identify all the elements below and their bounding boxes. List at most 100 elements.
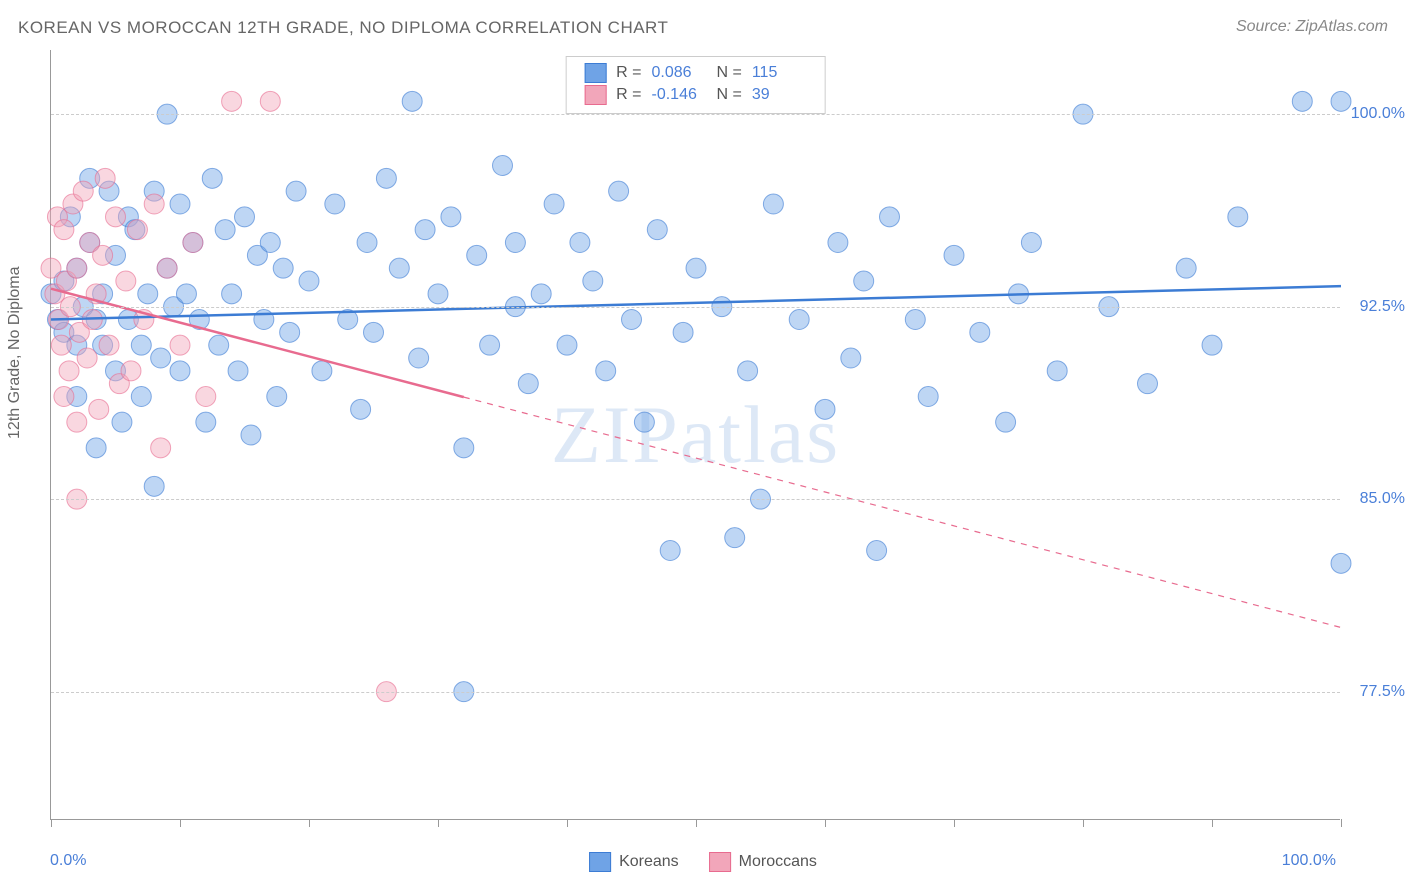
data-point (996, 412, 1016, 432)
data-point (480, 335, 500, 355)
y-tick-label: 77.5% (1360, 683, 1405, 701)
data-point (222, 91, 242, 111)
data-point (1202, 335, 1222, 355)
data-point (918, 387, 938, 407)
x-tick (954, 819, 955, 827)
gridline-h (51, 499, 1340, 500)
chart-title: KOREAN VS MOROCCAN 12TH GRADE, NO DIPLOM… (18, 18, 668, 38)
plot-svg (51, 50, 1340, 819)
data-point (131, 387, 151, 407)
swatch-koreans (584, 63, 606, 83)
data-point (144, 476, 164, 496)
series-legend: Koreans Moroccans (589, 852, 817, 872)
data-point (647, 220, 667, 240)
data-point (196, 412, 216, 432)
series-name-moroccans: Moroccans (739, 853, 817, 871)
gridline-h (51, 692, 1340, 693)
data-point (1331, 91, 1351, 111)
data-point (196, 387, 216, 407)
data-point (854, 271, 874, 291)
r-value-koreans: 0.086 (652, 64, 707, 82)
data-point (763, 194, 783, 214)
data-point (557, 335, 577, 355)
data-point (867, 541, 887, 561)
data-point (622, 310, 642, 330)
x-axis-min-label: 0.0% (50, 852, 86, 870)
data-point (127, 220, 147, 240)
data-point (880, 207, 900, 227)
x-tick (309, 819, 310, 827)
data-point (493, 156, 513, 176)
legend-item-koreans: Koreans (589, 852, 679, 872)
data-point (273, 258, 293, 278)
data-point (518, 374, 538, 394)
data-point (183, 233, 203, 253)
data-point (112, 412, 132, 432)
source-label: Source: ZipAtlas.com (1236, 18, 1388, 36)
data-point (77, 348, 97, 368)
data-point (738, 361, 758, 381)
x-tick (180, 819, 181, 827)
swatch-moroccans (584, 85, 606, 105)
r-label: R = (616, 86, 641, 104)
data-point (254, 310, 274, 330)
data-point (170, 361, 190, 381)
data-point (725, 528, 745, 548)
n-label: N = (717, 86, 742, 104)
data-point (59, 361, 79, 381)
data-point (54, 387, 74, 407)
data-point (841, 348, 861, 368)
trend-line-extrapolated (464, 397, 1341, 627)
data-point (357, 233, 377, 253)
data-point (970, 322, 990, 342)
correlation-legend: R = 0.086 N = 115 R = -0.146 N = 39 (565, 56, 826, 114)
data-point (1138, 374, 1158, 394)
data-point (428, 284, 448, 304)
y-axis-title: 12th Grade, No Diploma (6, 266, 24, 439)
x-tick (696, 819, 697, 827)
n-label: N = (717, 64, 742, 82)
data-point (402, 91, 422, 111)
n-value-moroccans: 39 (752, 86, 807, 104)
n-value-koreans: 115 (752, 64, 807, 82)
swatch-moroccans-bottom (709, 852, 731, 872)
data-point (1021, 233, 1041, 253)
data-point (389, 258, 409, 278)
data-point (157, 258, 177, 278)
data-point (505, 233, 525, 253)
chart-area: ZIPatlas R = 0.086 N = 115 R = -0.146 N … (50, 50, 1340, 820)
x-tick (1341, 819, 1342, 827)
data-point (609, 181, 629, 201)
data-point (51, 335, 71, 355)
data-point (660, 541, 680, 561)
data-point (944, 245, 964, 265)
data-point (99, 335, 119, 355)
y-tick-label: 85.0% (1360, 490, 1405, 508)
legend-item-moroccans: Moroccans (709, 852, 817, 872)
x-tick (1083, 819, 1084, 827)
data-point (364, 322, 384, 342)
data-point (202, 168, 222, 188)
x-tick (1212, 819, 1213, 827)
trend-line (51, 286, 1341, 319)
r-label: R = (616, 64, 641, 82)
data-point (1292, 91, 1312, 111)
data-point (815, 399, 835, 419)
legend-row-koreans: R = 0.086 N = 115 (584, 63, 807, 83)
data-point (116, 271, 136, 291)
x-tick (51, 819, 52, 827)
data-point (1331, 553, 1351, 573)
data-point (596, 361, 616, 381)
x-tick (825, 819, 826, 827)
data-point (95, 168, 115, 188)
data-point (121, 361, 141, 381)
swatch-koreans-bottom (589, 852, 611, 872)
data-point (454, 438, 474, 458)
data-point (286, 181, 306, 201)
data-point (828, 233, 848, 253)
data-point (176, 284, 196, 304)
data-point (467, 245, 487, 265)
data-point (634, 412, 654, 432)
gridline-h (51, 307, 1340, 308)
data-point (686, 258, 706, 278)
